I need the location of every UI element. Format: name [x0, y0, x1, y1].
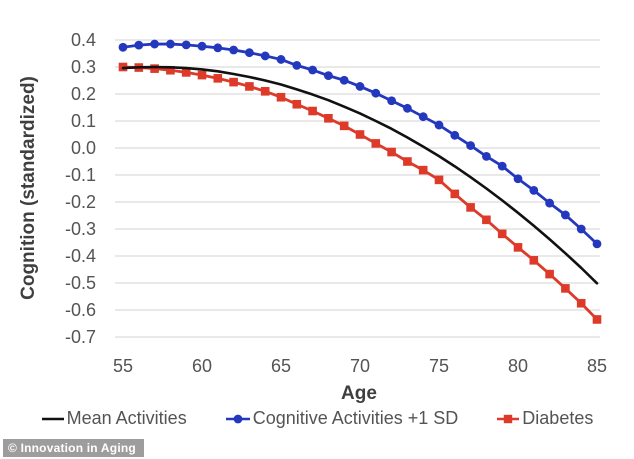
gridlines — [115, 39, 600, 338]
y-tick-labels: 0.4 0.3 0.2 0.1 0.0 -0.1 -0.2 -0.3 -0.4 -0.5 -0.6 -… — [65, 30, 96, 347]
svg-text:55: 55 — [113, 356, 133, 376]
svg-text:60: 60 — [192, 356, 212, 376]
legend-label-mean-activities: Mean Activities — [66, 408, 187, 428]
legend-item-mean-activities: Mean Activities — [41, 408, 187, 429]
svg-text:0.4: 0.4 — [71, 30, 96, 50]
svg-text:80: 80 — [508, 356, 528, 376]
svg-text:65: 65 — [271, 356, 291, 376]
svg-text:-0.3: -0.3 — [65, 219, 96, 239]
svg-text:0.2: 0.2 — [71, 84, 96, 104]
legend-label-diabetes: Diabetes — [522, 408, 594, 428]
svg-text:75: 75 — [429, 356, 449, 376]
series-cognitive-activities-1-sd — [118, 39, 602, 249]
cognitive-activities-marker-swatch-icon — [225, 414, 250, 423]
svg-text:-0.1: -0.1 — [65, 165, 96, 185]
svg-text:-0.5: -0.5 — [65, 273, 96, 293]
legend-label-cognitive-activities: Cognitive Activities +1 SD — [252, 408, 459, 428]
svg-text:-0.6: -0.6 — [65, 300, 96, 320]
watermark: © Innovation in Aging — [3, 439, 144, 457]
plot-area: 0.4 0.3 0.2 0.1 0.0 -0.1 -0.2 -0.3 -0.4 -0.5 -0.6 -… — [18, 30, 607, 404]
diabetes-marker-swatch-icon — [497, 414, 520, 423]
legend-item-diabetes: Diabetes — [496, 408, 593, 429]
x-axis-title: Age — [341, 383, 377, 404]
series-lines — [118, 39, 602, 324]
x-tick-labels: 55 60 65 70 75 80 85 — [113, 356, 607, 376]
series-mean-activities — [121, 65, 599, 285]
svg-text:-0.2: -0.2 — [65, 192, 96, 212]
svg-text:-0.7: -0.7 — [65, 327, 96, 347]
svg-text:-0.4: -0.4 — [65, 246, 96, 266]
series-diabetes — [118, 62, 602, 324]
legend-item-cognitive-activities: Cognitive Activities +1 SD — [225, 408, 459, 429]
chart-legend: Mean Activities Cognitive Activities +1 … — [0, 408, 634, 429]
y-axis-title: Cognition (standardized) — [18, 76, 39, 300]
svg-text:85: 85 — [587, 356, 607, 376]
svg-text:70: 70 — [350, 356, 370, 376]
svg-text:0.0: 0.0 — [71, 138, 96, 158]
svg-text:0.1: 0.1 — [71, 111, 96, 131]
svg-text:0.3: 0.3 — [71, 57, 96, 77]
mean-activities-line-swatch-icon — [41, 417, 64, 420]
